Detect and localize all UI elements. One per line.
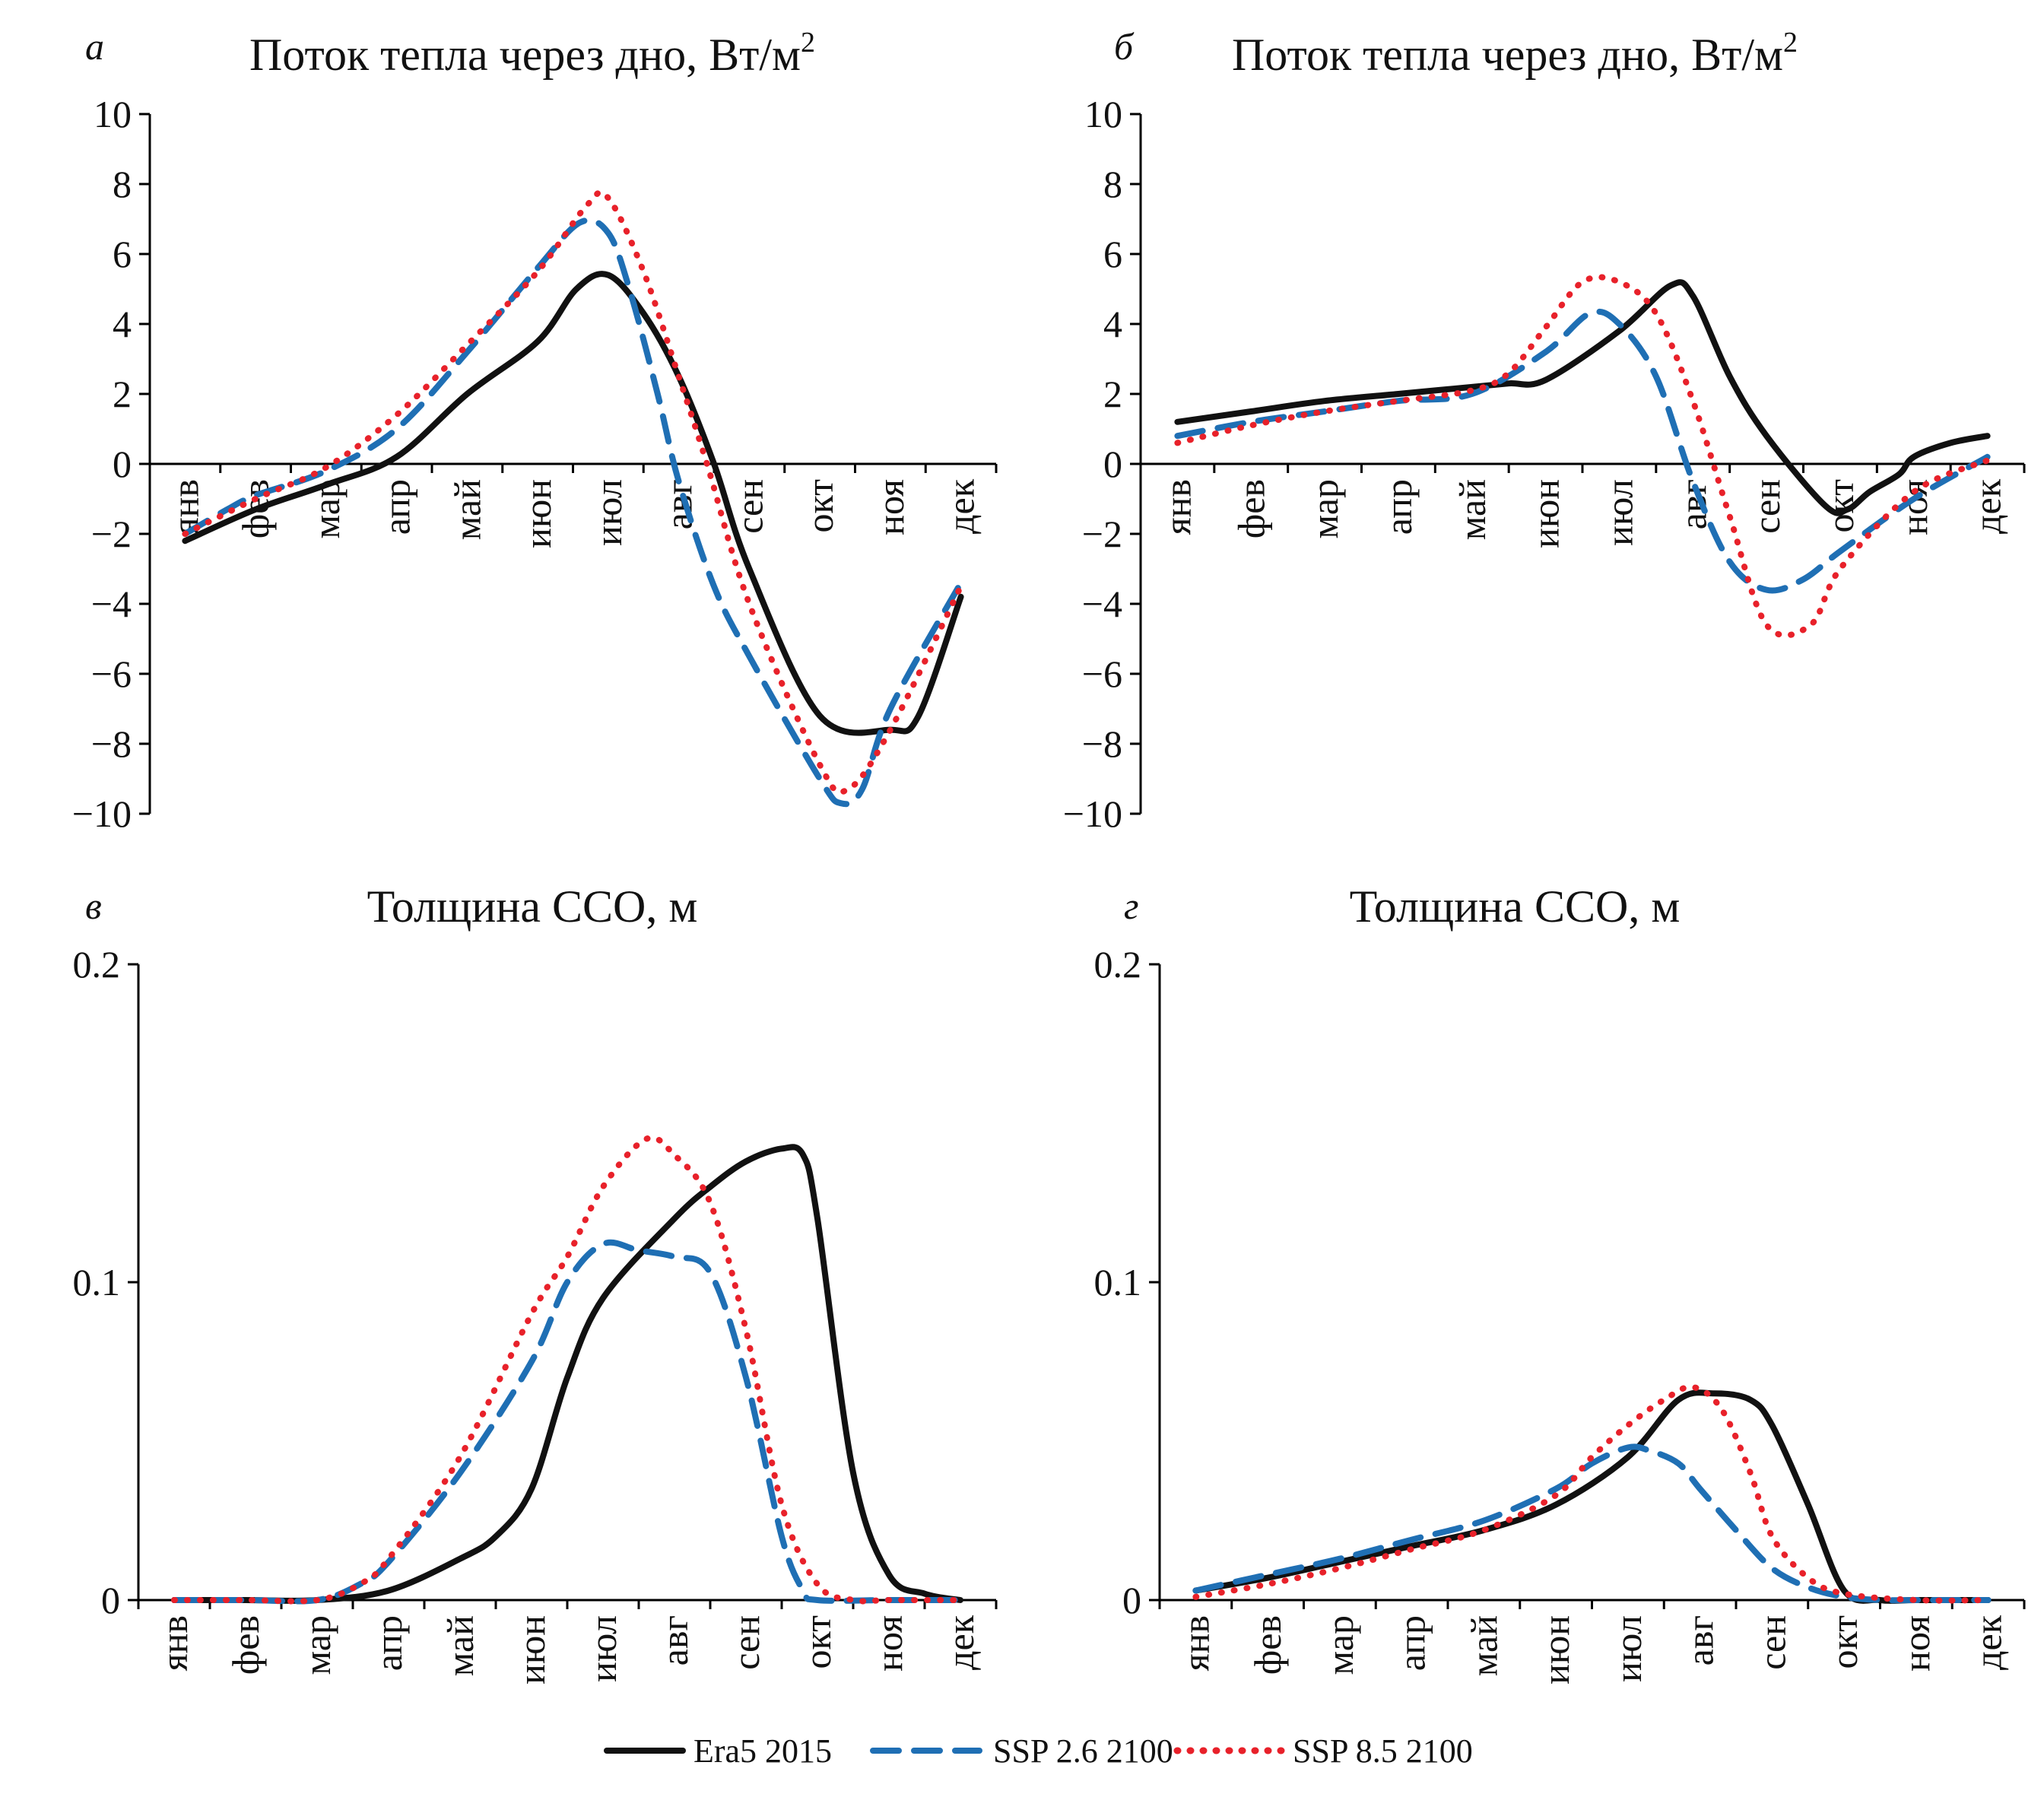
x-tick-label: фев — [1246, 1615, 1289, 1675]
panel-4: г Толщина ССО, м 0.2 0.1 0 янв фев мар апр май июн… — [1094, 881, 2026, 1684]
x-tick-label: авг — [653, 1615, 696, 1665]
x-tick-label: дек — [1967, 1615, 2010, 1670]
chart-title: Толщина ССО, м — [367, 881, 698, 932]
y-tick-label: −8 — [91, 722, 132, 765]
y-tick-label: 6 — [1103, 233, 1122, 275]
y-tick-label: 4 — [1103, 303, 1122, 345]
y-tick-label: −8 — [1082, 722, 1122, 765]
series-line-ssp-2-6-2100 — [1192, 1443, 1992, 1604]
panel-letter: г — [1124, 884, 1139, 927]
series-line-ssp-2-6-2100 — [171, 1239, 963, 1605]
x-tick-label: окт — [1823, 1615, 1865, 1669]
x-tick-label: июн — [510, 1615, 553, 1684]
series-line-ssp-8-5-2100 — [1174, 274, 1991, 639]
x-tick-label: дек — [1966, 478, 2009, 534]
y-tick-label: −10 — [1063, 792, 1122, 835]
series-line-ssp-8-5-2100 — [171, 1135, 963, 1605]
series-line-era5-2015 — [182, 271, 964, 736]
panel-letter: б — [1114, 25, 1135, 68]
x-tick-label: дек — [939, 1615, 982, 1670]
y-tick-label: 0.1 — [73, 1261, 121, 1303]
x-tick-label: июл — [587, 479, 630, 546]
x-tick-label: май — [1462, 1615, 1505, 1676]
x-tick-label: окт — [798, 479, 841, 533]
x-tick-label: ноя — [869, 479, 912, 535]
series-line-ssp-2-6-2100 — [1174, 308, 1991, 594]
x-tick-label: сен — [1750, 1615, 1793, 1670]
series-line-era5-2015 — [171, 1144, 963, 1604]
y-tick-label: 2 — [1103, 373, 1122, 415]
y-tick-label: −4 — [91, 583, 132, 625]
x-tick-label: июн — [1535, 1615, 1577, 1684]
x-tick-label: апр — [1377, 479, 1420, 535]
x-tick-label: апр — [376, 479, 418, 535]
y-tick-label: 8 — [113, 163, 132, 205]
series-line-era5-2015 — [1192, 1389, 1992, 1604]
legend: Era5 2015 SSP 2.6 2100 SSP 8.5 2100 — [604, 1732, 1473, 1770]
y-tick-label: 10 — [94, 93, 132, 135]
y-tick-label: −2 — [91, 513, 132, 555]
y-tick-label: 10 — [1084, 93, 1122, 135]
series-line-ssp-2-6-2100 — [182, 217, 964, 808]
panel-letter: а — [85, 25, 104, 68]
y-tick-label: 4 — [113, 303, 132, 345]
x-tick-label: фев — [1230, 479, 1272, 538]
y-tick-label: −2 — [1082, 513, 1122, 555]
x-tick-label: июл — [1598, 479, 1640, 546]
x-tick-label: авг — [1679, 1615, 1722, 1665]
legend-label: SSP 2.6 2100 — [993, 1732, 1173, 1770]
chart-title: Толщина ССО, м — [1350, 881, 1681, 932]
y-tick-label: −4 — [1082, 583, 1122, 625]
x-tick-label: фев — [224, 1615, 267, 1675]
series-line-era5-2015 — [1174, 279, 1991, 516]
x-tick-label: мар — [296, 1615, 338, 1675]
x-tick-label: янв — [153, 1615, 195, 1671]
x-tick-label: дек — [940, 478, 982, 534]
x-tick-label: июн — [516, 479, 559, 548]
x-tick-label: апр — [1391, 1615, 1433, 1671]
x-tick-label: май — [439, 1615, 481, 1676]
y-tick-label: 0 — [1103, 443, 1122, 485]
x-tick-label: окт — [796, 1615, 839, 1669]
series-line-ssp-8-5-2100 — [1192, 1383, 1992, 1604]
panel-3: в Толщина ССО, м 0.2 0.1 0 янв фев мар апр май июн… — [73, 881, 998, 1684]
panel-letter: в — [85, 884, 102, 927]
x-tick-label: янв — [1174, 1615, 1217, 1671]
x-tick-label: авг — [658, 479, 700, 529]
y-tick-label: 0 — [101, 1579, 120, 1621]
x-tick-label: мар — [1319, 1615, 1361, 1675]
chart-title: Поток тепла через дно, Вт/м2 — [1232, 27, 1798, 80]
legend-label: SSP 8.5 2100 — [1293, 1732, 1473, 1770]
y-tick-label: 2 — [113, 373, 132, 415]
x-tick-label: ноя — [868, 1615, 910, 1672]
y-tick-label: −10 — [72, 792, 132, 835]
legend-label: Era5 2015 — [694, 1732, 832, 1770]
y-tick-label: −6 — [91, 653, 132, 695]
x-tick-label: май — [446, 479, 488, 540]
y-tick-label: 0.2 — [1094, 943, 1142, 986]
x-tick-label: ноя — [1895, 1615, 1938, 1672]
x-tick-label: июл — [1607, 1615, 1649, 1682]
x-tick-label: сен — [1745, 479, 1788, 534]
y-tick-label: 6 — [113, 233, 132, 275]
x-tick-label: сен — [725, 1615, 767, 1670]
x-tick-label: янв — [1156, 479, 1198, 535]
x-tick-label: мар — [1303, 479, 1346, 539]
y-tick-label: 0.2 — [73, 943, 121, 986]
panel-2: б Поток тепла через дно, Вт/м2 10 8 6 4 2 0 −2 −4… — [1063, 25, 2026, 835]
y-tick-label: 8 — [1103, 163, 1122, 205]
x-tick-label: май — [1451, 479, 1493, 540]
y-tick-label: 0.1 — [1094, 1261, 1142, 1303]
y-tick-label: 0 — [1122, 1579, 1141, 1621]
x-tick-label: апр — [367, 1615, 410, 1671]
x-tick-label: июн — [1525, 479, 1567, 548]
chart-title: Поток тепла через дно, Вт/м2 — [249, 27, 815, 80]
y-tick-label: −6 — [1082, 653, 1122, 695]
y-tick-label: 0 — [113, 443, 132, 485]
x-tick-label: июл — [582, 1615, 624, 1682]
panel-1: а Поток тепла через дно, Вт/м2 10 8 6 4 2 0 −2 −4… — [72, 25, 998, 835]
